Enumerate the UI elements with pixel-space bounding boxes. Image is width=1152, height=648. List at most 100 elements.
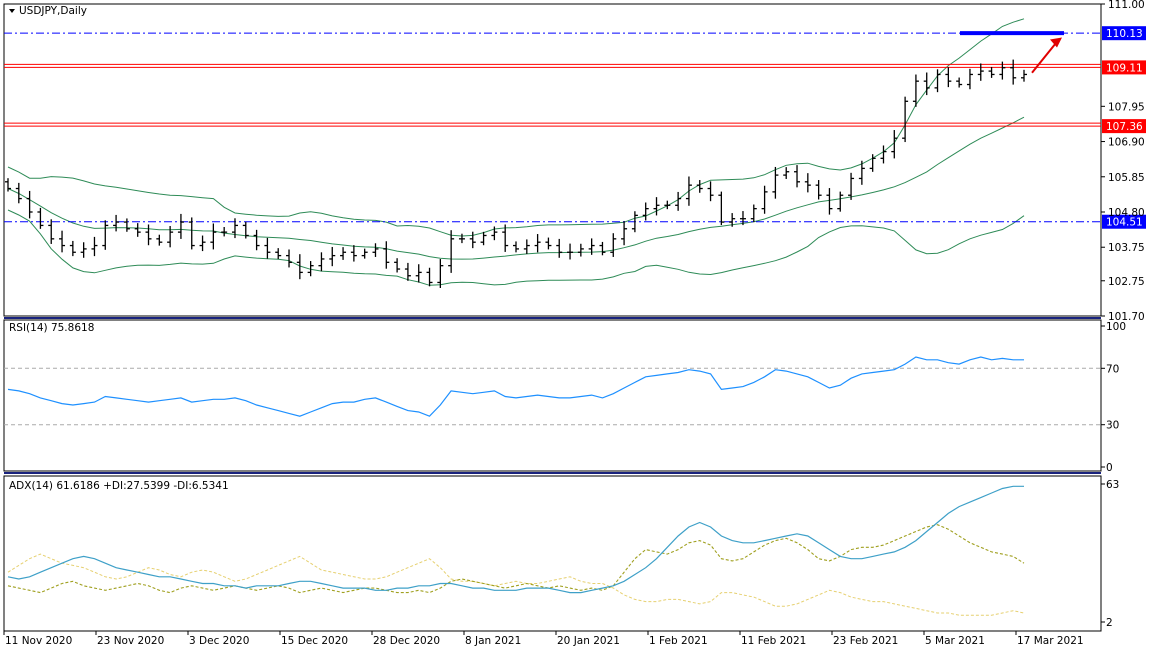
dropdown-triangle-icon[interactable] bbox=[9, 9, 15, 13]
price-bar[interactable] bbox=[707, 181, 714, 202]
price-bar[interactable] bbox=[848, 172, 855, 200]
price-bar[interactable] bbox=[588, 238, 595, 255]
price-bar[interactable] bbox=[642, 202, 649, 221]
price-bar[interactable] bbox=[458, 233, 465, 244]
price-bar[interactable] bbox=[145, 224, 152, 246]
price-bar[interactable] bbox=[923, 72, 930, 96]
plus-di-line[interactable] bbox=[7, 524, 1025, 594]
price-bar[interactable] bbox=[534, 234, 541, 253]
price-bar[interactable] bbox=[988, 66, 995, 78]
price-bar[interactable] bbox=[340, 247, 347, 260]
price-bar[interactable] bbox=[1010, 59, 1017, 85]
price-bar[interactable] bbox=[448, 230, 455, 273]
price-bar[interactable] bbox=[502, 224, 509, 252]
price-bar[interactable] bbox=[837, 191, 844, 212]
price-bar[interactable] bbox=[350, 245, 357, 262]
price-bar[interactable] bbox=[91, 236, 98, 257]
price-bar[interactable] bbox=[156, 234, 163, 246]
price-bar[interactable] bbox=[631, 211, 638, 233]
price-bar[interactable] bbox=[394, 258, 401, 273]
price-bar[interactable] bbox=[426, 267, 433, 287]
price-bar[interactable] bbox=[26, 190, 33, 219]
price-bar[interactable] bbox=[37, 207, 44, 229]
price-bar[interactable] bbox=[675, 191, 682, 211]
price-bar[interactable] bbox=[826, 188, 833, 215]
price-bar[interactable] bbox=[761, 185, 768, 214]
price-bar[interactable] bbox=[696, 180, 703, 193]
adx-line[interactable] bbox=[7, 485, 1024, 594]
price-bar[interactable] bbox=[880, 145, 887, 164]
price-bar[interactable] bbox=[513, 241, 519, 253]
price-bar[interactable] bbox=[113, 214, 120, 232]
price-bar[interactable] bbox=[307, 261, 314, 277]
price-bar[interactable] bbox=[599, 241, 606, 256]
price-bar[interactable] bbox=[167, 225, 174, 248]
price-bar[interactable] bbox=[977, 63, 984, 81]
price-bar[interactable] bbox=[664, 200, 671, 210]
price-bar[interactable] bbox=[221, 226, 228, 237]
price-bar[interactable] bbox=[999, 61, 1006, 80]
price-bar[interactable] bbox=[545, 237, 552, 250]
price-bar[interactable] bbox=[275, 248, 282, 260]
price-bar[interactable] bbox=[491, 226, 498, 241]
price-bar[interactable] bbox=[264, 237, 271, 259]
price-bar[interactable] bbox=[567, 243, 574, 260]
price-bar[interactable] bbox=[296, 254, 303, 280]
price-bar[interactable] bbox=[415, 264, 422, 283]
main-pane[interactable] bbox=[3, 3, 1102, 317]
price-bar[interactable] bbox=[750, 204, 757, 223]
rsi-line[interactable] bbox=[7, 356, 1024, 417]
price-bar[interactable] bbox=[729, 213, 736, 227]
price-bar[interactable] bbox=[80, 242, 87, 258]
price-bar[interactable] bbox=[69, 240, 76, 257]
rsi-pane[interactable] bbox=[3, 319, 1102, 472]
price-bar[interactable] bbox=[15, 182, 22, 204]
price-bar[interactable] bbox=[858, 160, 865, 185]
price-bar[interactable] bbox=[610, 233, 617, 257]
price-bar[interactable] bbox=[783, 167, 790, 179]
price-bar[interactable] bbox=[621, 221, 628, 246]
price-bar[interactable] bbox=[902, 96, 909, 143]
price-bar[interactable] bbox=[891, 130, 898, 159]
price-bar[interactable] bbox=[739, 211, 746, 226]
price-bar[interactable] bbox=[5, 178, 11, 192]
price-bar[interactable] bbox=[177, 213, 184, 239]
price-bar[interactable] bbox=[134, 223, 141, 237]
price-bar[interactable] bbox=[945, 67, 952, 88]
price-bar[interactable] bbox=[383, 241, 390, 269]
price-bar[interactable] bbox=[523, 239, 530, 255]
trend-arrow[interactable] bbox=[1031, 39, 1059, 74]
price-bar[interactable] bbox=[372, 243, 379, 257]
price-bar[interactable] bbox=[480, 231, 487, 246]
adx-pane[interactable] bbox=[3, 475, 1102, 632]
price-bar[interactable] bbox=[1021, 69, 1027, 82]
price-bar[interactable] bbox=[956, 77, 963, 88]
price-bar[interactable] bbox=[794, 165, 801, 188]
price-bar[interactable] bbox=[804, 173, 811, 193]
price-bar[interactable] bbox=[404, 262, 411, 281]
price-bar[interactable] bbox=[329, 246, 336, 267]
price-bar[interactable] bbox=[685, 176, 692, 206]
price-bar[interactable] bbox=[48, 219, 55, 244]
price-bar[interactable] bbox=[815, 180, 822, 200]
price-bar[interactable] bbox=[437, 259, 444, 288]
minus-di-line[interactable] bbox=[7, 553, 1025, 616]
price-bar[interactable] bbox=[912, 74, 919, 107]
price-bar[interactable] bbox=[242, 221, 249, 239]
price-bar[interactable] bbox=[253, 229, 260, 251]
price-bar[interactable] bbox=[934, 69, 941, 93]
price-bar[interactable] bbox=[123, 218, 130, 232]
price-bar[interactable] bbox=[199, 235, 206, 252]
price-bar[interactable] bbox=[772, 166, 779, 199]
price-bar[interactable] bbox=[102, 220, 109, 250]
price-bar[interactable] bbox=[966, 68, 973, 90]
price-bar[interactable] bbox=[869, 154, 876, 172]
price-bar[interactable] bbox=[231, 218, 238, 239]
price-bar[interactable] bbox=[361, 248, 368, 259]
price-bar[interactable] bbox=[653, 197, 660, 216]
price-bar[interactable] bbox=[556, 238, 563, 258]
price-bar[interactable] bbox=[210, 223, 217, 250]
price-bar[interactable] bbox=[59, 230, 66, 253]
price-bar[interactable] bbox=[469, 231, 476, 249]
